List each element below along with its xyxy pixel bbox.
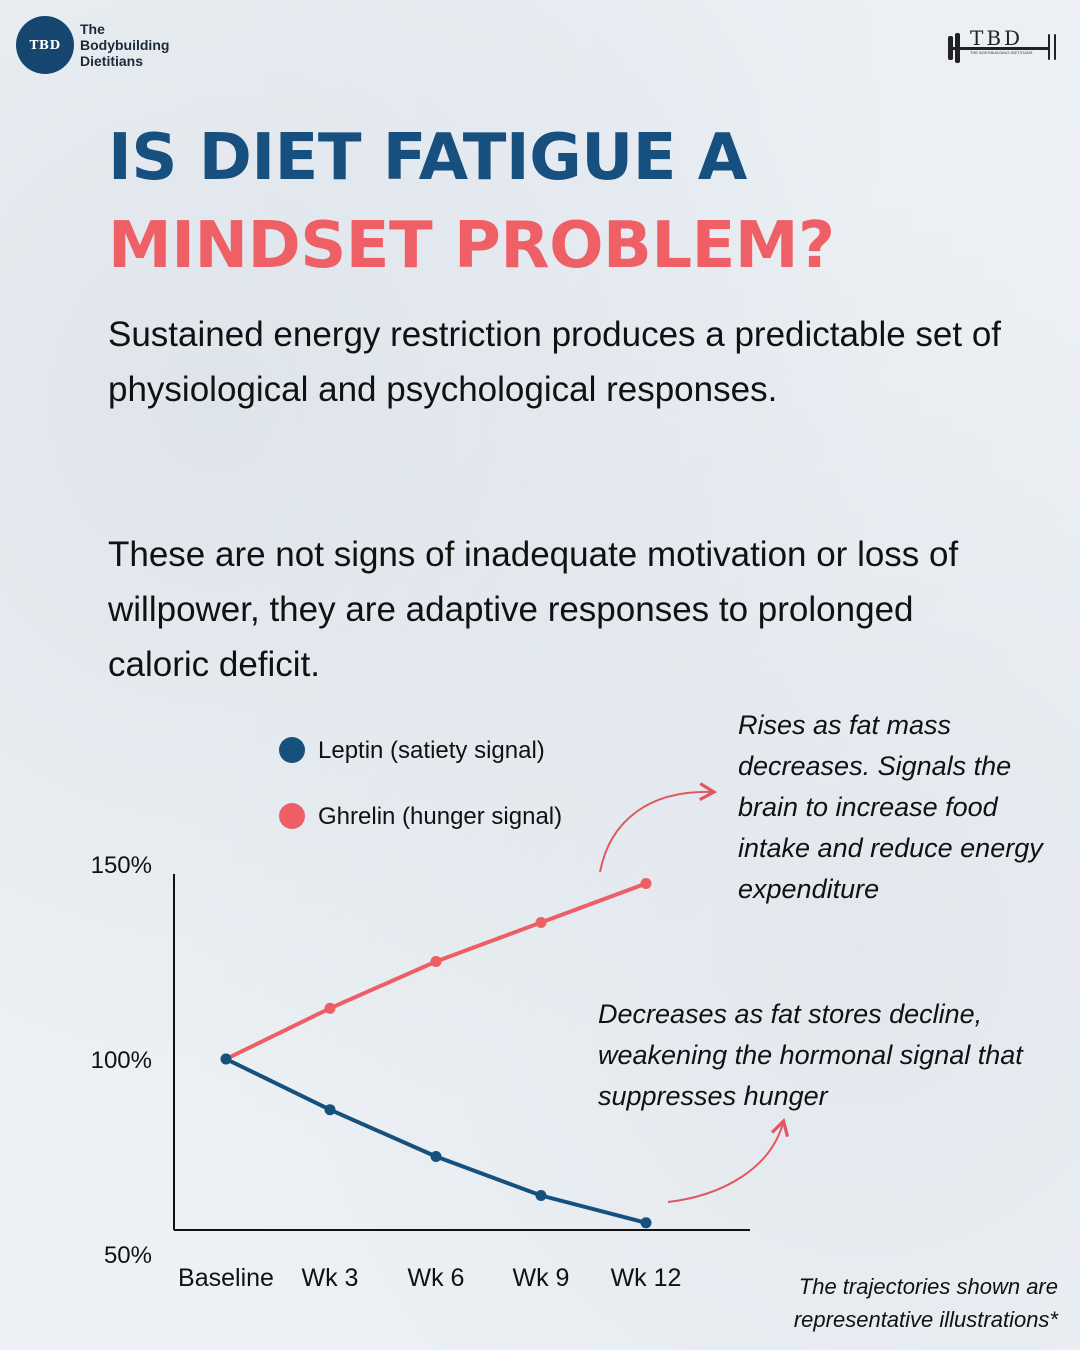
chart-legend: Leptin (satiety signal) Ghrelin (hunger s…: [279, 737, 562, 830]
ghrelin-annotation: Rises as fat mass decreases. Signals the…: [738, 710, 1043, 904]
fork-icon: [1048, 34, 1050, 60]
x-tick-label: Baseline: [178, 1264, 274, 1292]
data-point: [324, 1104, 336, 1116]
leptin-annotation-arrow: [667, 1117, 790, 1203]
data-point: [220, 1053, 232, 1065]
y-tick-label: 100%: [91, 1047, 152, 1074]
intro-paragraph: Sustained energy restriction produces a …: [108, 315, 1002, 409]
brand-logo-left: TBD The Bodybuilding Dietitians: [16, 16, 190, 74]
x-tick-label: Wk 9: [513, 1264, 570, 1292]
x-tick-label: Wk 6: [408, 1264, 465, 1292]
knife-icon: [1054, 34, 1056, 60]
x-tick-labels: Baseline Wk 3 Wk 6 Wk 9 Wk 12: [178, 1264, 681, 1292]
title-line-2: MINDSET PROBLEM?: [108, 209, 835, 283]
data-point: [535, 1190, 547, 1201]
dumbbell-icon: [948, 36, 953, 60]
legend-marker: [279, 803, 305, 829]
logo-right-subtext: THE BODYBUILDING DIETITIANS: [970, 50, 1033, 55]
chart-series: [220, 878, 652, 1229]
title-line-1: IS DIET FATIGUE A: [108, 121, 747, 195]
chart-axes: [173, 874, 750, 1231]
y-tick-labels: 150% 100% 50%: [91, 852, 152, 1269]
y-tick-label: 50%: [104, 1242, 152, 1269]
ghrelin-annotation-arrow: [599, 782, 718, 873]
logo-right-text: TBD: [970, 26, 1024, 50]
brand-name: The Bodybuilding Dietitians: [80, 21, 170, 69]
legend-label: Ghrelin (hunger signal): [318, 803, 562, 830]
footnote: The trajectories shown are representativ…: [793, 1274, 1058, 1332]
x-tick-label: Wk 12: [611, 1264, 682, 1292]
explanation-paragraph: These are not signs of inadequate motiva…: [108, 535, 959, 684]
series-line: [225, 881, 647, 1061]
x-tick-label: Wk 3: [302, 1264, 359, 1292]
legend-label: Leptin (satiety signal): [318, 737, 545, 764]
data-point: [430, 1151, 442, 1162]
brand-badge-icon: TBD: [16, 16, 74, 74]
series-line: [225, 1057, 647, 1225]
data-point: [535, 917, 547, 928]
legend-marker: [279, 737, 305, 763]
data-point: [324, 1002, 336, 1014]
data-point: [640, 1217, 652, 1229]
logo-bar: [952, 47, 1050, 50]
leptin-annotation: Decreases as fat stores decline, weakeni…: [598, 999, 1023, 1111]
y-tick-label: 150%: [91, 852, 152, 879]
brand-logo-right: TBD THE BODYBUILDING DIETITIANS: [948, 26, 1060, 64]
data-point: [430, 956, 442, 967]
page-title: IS DIET FATIGUE A MINDSET PROBLEM?: [108, 114, 1008, 290]
data-point: [640, 878, 652, 889]
